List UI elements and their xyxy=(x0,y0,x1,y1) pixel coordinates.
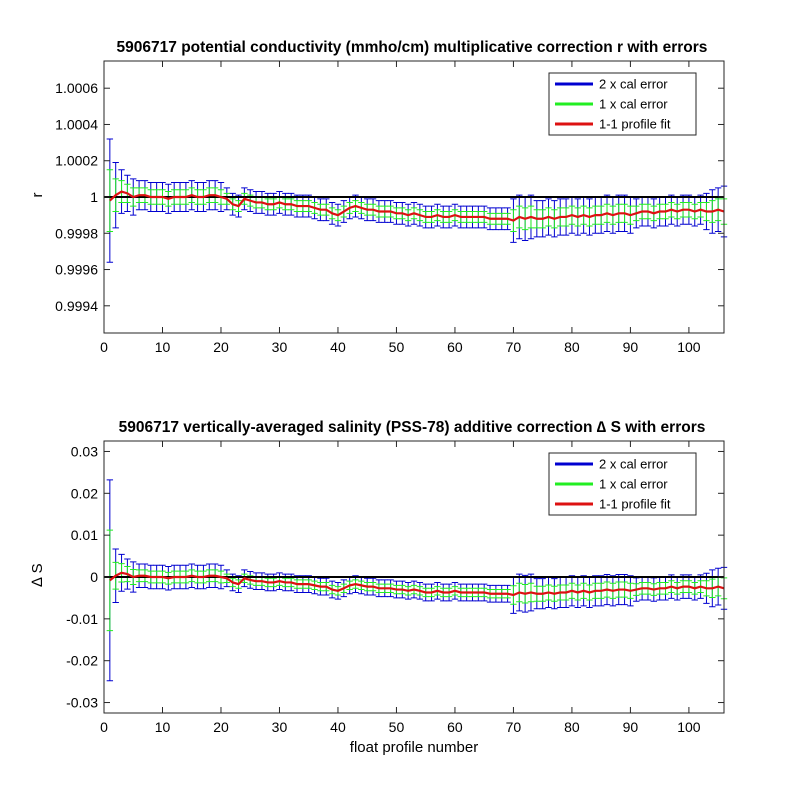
x-tick-label: 100 xyxy=(677,339,701,355)
x-tick-label: 60 xyxy=(447,339,463,355)
profile-fit-line xyxy=(109,571,725,597)
x-tick-label: 50 xyxy=(389,339,405,355)
x-tick-label: 100 xyxy=(677,719,701,735)
y-tick-label: 1.0006 xyxy=(55,80,98,96)
x-tick-label: 90 xyxy=(623,719,639,735)
legend-label: 2 x cal error xyxy=(599,457,668,472)
x-tick-label: 50 xyxy=(389,719,405,735)
legend-label: 1 x cal error xyxy=(599,477,668,492)
conductivity-correction-panel: 5906717 potential conductivity (mmho/cm)… xyxy=(29,39,728,355)
legend-label: 1 x cal error xyxy=(599,97,668,112)
y-tick-label: 0.9998 xyxy=(55,225,98,241)
x-tick-label: 30 xyxy=(272,719,288,735)
x-tick-label: 80 xyxy=(564,339,580,355)
chart-title: 5906717 potential conductivity (mmho/cm)… xyxy=(117,39,708,56)
x-tick-label: 70 xyxy=(506,719,522,735)
y-tick-label: 1.0004 xyxy=(55,116,98,132)
legend: 2 x cal error 1 x cal error 1-1 profile fi… xyxy=(548,452,697,516)
plot-area: 0 10 20 30 40 50 60 70 80 90 100 0.9994 0.9996 0.9998… xyxy=(55,60,728,355)
x-tick-label: 60 xyxy=(447,719,463,735)
y-tick-label: 0.01 xyxy=(71,527,98,543)
x-tick-label: 10 xyxy=(155,719,171,735)
x-tick-label: 20 xyxy=(213,339,229,355)
x-tick-label: 0 xyxy=(100,339,108,355)
x-tick-label: 20 xyxy=(213,719,229,735)
legend-label: 1-1 profile fit xyxy=(599,497,671,512)
x-tick-label: 40 xyxy=(330,339,346,355)
y-tick-label: 0 xyxy=(90,569,98,585)
x-axis-label: float profile number xyxy=(350,739,478,756)
y-tick-label: 0.02 xyxy=(71,485,98,501)
y-tick-label: 1.0002 xyxy=(55,153,98,169)
plot-area: 0 10 20 30 40 50 60 70 80 90 100 -0.03 -0.02 -0.01 0 0.… xyxy=(66,440,728,735)
x-tick-label: 30 xyxy=(272,339,288,355)
x-tick-label: 10 xyxy=(155,339,171,355)
y-tick-label: -0.03 xyxy=(66,695,98,711)
legend-label: 2 x cal error xyxy=(599,77,668,92)
y-tick-label: 0.03 xyxy=(71,443,98,459)
x-tick-label: 80 xyxy=(564,719,580,735)
y-tick-label: -0.02 xyxy=(66,653,98,669)
y-axis-label: r xyxy=(29,193,46,198)
legend-label: 1-1 profile fit xyxy=(599,117,671,132)
y-axis-label: ∆ S xyxy=(29,563,46,586)
y-tick-label: 1 xyxy=(90,189,98,205)
y-tick-label: -0.01 xyxy=(66,611,98,627)
x-tick-label: 70 xyxy=(506,339,522,355)
x-tick-label: 0 xyxy=(100,719,108,735)
legend: 2 x cal error 1 x cal error 1-1 profile fi… xyxy=(548,72,697,136)
profile-fit-line xyxy=(109,190,725,222)
y-tick-label: 0.9996 xyxy=(55,262,98,278)
x-tick-label: 90 xyxy=(623,339,639,355)
salinity-correction-panel: 5906717 vertically-averaged salinity (PS… xyxy=(29,419,728,756)
chart-title: 5906717 vertically-averaged salinity (PS… xyxy=(119,419,706,436)
x-tick-label: 40 xyxy=(330,719,346,735)
y-tick-label: 0.9994 xyxy=(55,298,98,314)
